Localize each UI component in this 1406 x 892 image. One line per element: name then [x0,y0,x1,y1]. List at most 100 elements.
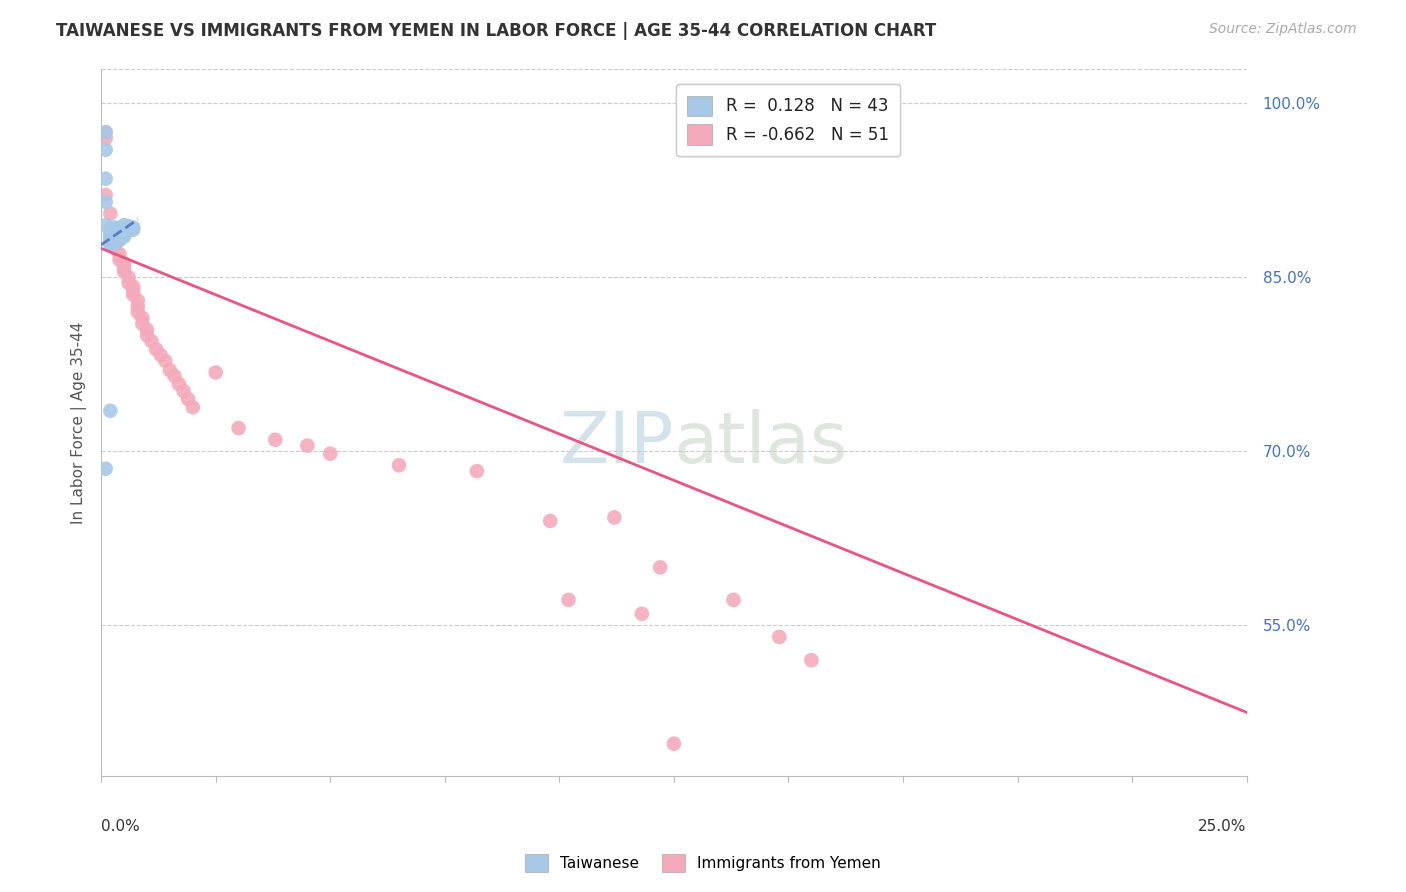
Point [104,225,127,239]
Point [108,228,131,243]
Point [662,737,685,751]
Point [94,125,117,139]
Point [108,221,131,235]
Point [104,229,127,244]
Point [98,233,121,247]
Point [136,322,159,336]
Point [104,235,127,249]
Point [108,247,131,261]
Point [603,510,626,524]
Point [131,317,153,331]
Point [98,403,121,417]
Legend: R =  0.128   N = 43, R = -0.662   N = 51: R = 0.128 N = 43, R = -0.662 N = 51 [676,84,900,156]
Point [800,653,823,667]
Point [108,252,131,267]
Point [117,276,139,290]
Point [98,229,121,244]
Point [163,368,186,383]
Point [650,560,672,574]
Point [388,458,411,473]
Point [94,194,117,209]
Point [228,421,250,435]
Point [117,221,139,235]
Point [98,231,121,245]
Point [94,143,117,157]
Point [98,227,121,242]
Point [465,464,488,478]
Point [104,241,127,255]
Text: 0.0%: 0.0% [101,819,139,834]
Point [181,401,204,415]
Point [98,229,121,244]
Text: atlas: atlas [673,409,848,478]
Point [159,363,181,377]
Point [98,235,121,249]
Point [127,293,149,308]
Point [136,328,159,343]
Point [98,233,121,247]
Point [112,229,135,244]
Point [112,225,135,239]
Point [538,514,561,528]
Point [108,224,131,238]
Point [98,232,121,246]
Point [117,224,139,238]
Point [127,305,149,319]
Point [104,236,127,251]
Point [94,188,117,202]
Point [94,218,117,232]
Point [122,279,145,293]
Point [173,384,195,398]
Point [112,264,135,278]
Point [94,171,117,186]
Point [94,125,117,139]
Point [112,218,135,232]
Point [723,592,745,607]
Point [117,219,139,234]
Point [98,224,121,238]
Point [98,221,121,235]
Point [108,231,131,245]
Text: ZIP: ZIP [560,409,673,478]
Point [768,630,790,644]
Point [104,238,127,252]
Point [98,226,121,240]
Point [98,206,121,220]
Point [108,226,131,240]
Point [167,377,190,392]
Point [112,227,135,242]
Point [108,233,131,247]
Point [155,354,177,368]
Point [98,235,121,250]
Point [104,220,127,235]
Point [98,238,121,252]
Y-axis label: In Labor Force | Age 35-44: In Labor Force | Age 35-44 [72,321,87,524]
Text: Source: ZipAtlas.com: Source: ZipAtlas.com [1209,22,1357,37]
Point [122,285,145,299]
Point [177,392,200,406]
Point [104,223,127,237]
Point [94,462,117,476]
Point [264,433,287,447]
Point [94,131,117,145]
Point [122,223,145,237]
Point [204,366,226,380]
Point [112,256,135,270]
Point [557,592,579,607]
Legend: Taiwanese, Immigrants from Yemen: Taiwanese, Immigrants from Yemen [517,846,889,880]
Point [122,287,145,301]
Point [149,348,172,362]
Point [104,232,127,246]
Point [319,447,342,461]
Text: TAIWANESE VS IMMIGRANTS FROM YEMEN IN LABOR FORCE | AGE 35-44 CORRELATION CHART: TAIWANESE VS IMMIGRANTS FROM YEMEN IN LA… [56,22,936,40]
Point [127,299,149,313]
Text: 25.0%: 25.0% [1198,819,1247,834]
Point [112,223,135,237]
Point [141,334,163,348]
Point [112,261,135,276]
Point [131,310,153,325]
Point [104,227,127,242]
Point [98,228,121,243]
Point [631,607,654,621]
Point [117,270,139,285]
